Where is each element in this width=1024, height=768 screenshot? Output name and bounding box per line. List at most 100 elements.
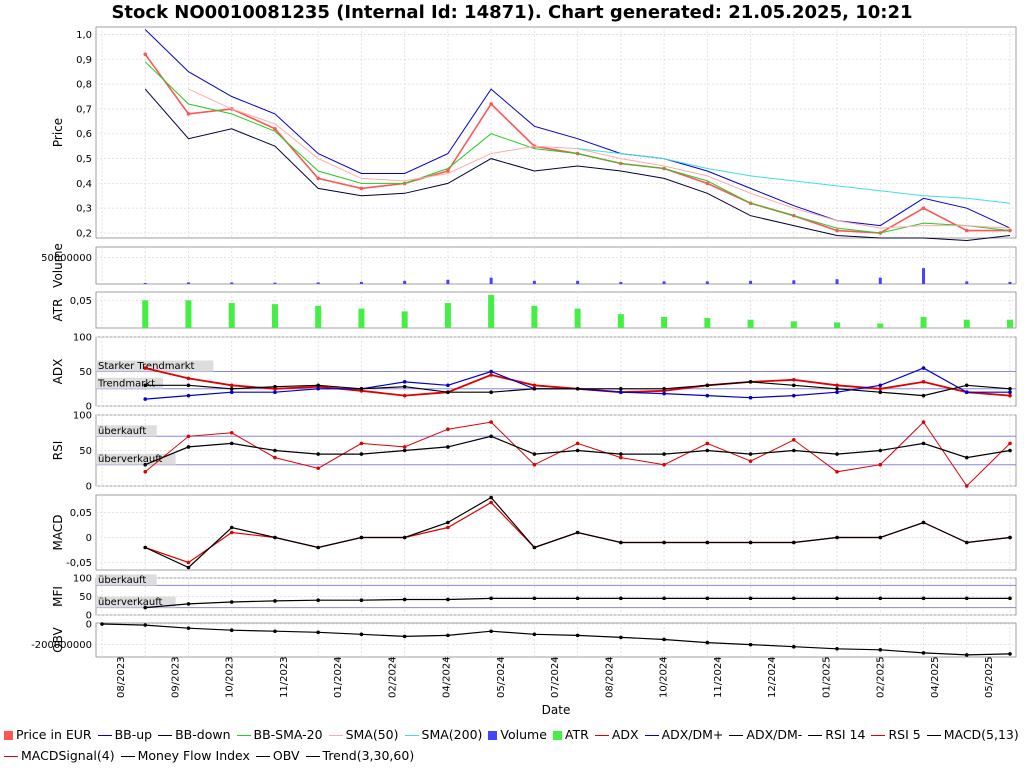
panel-price-label: Price bbox=[51, 118, 65, 147]
rsi14-line-point bbox=[792, 448, 796, 453]
panel-macd-tick-label: 0 bbox=[86, 533, 92, 544]
adx-dm-plus-line-point bbox=[316, 386, 320, 391]
legend-swatch-icon bbox=[236, 735, 251, 736]
panel-rsi-band-box bbox=[96, 453, 176, 465]
rsi5-line-point bbox=[964, 484, 969, 488]
atr-bar bbox=[790, 321, 797, 328]
x-tick-label: 02/2024 bbox=[387, 656, 398, 698]
legend-item: MACD(5,13) bbox=[926, 727, 1019, 742]
legend: Price in EUR BB-up BB-down BB-SMA-20 SMA(50)… bbox=[0, 724, 1024, 768]
series-price-in-eur-point bbox=[273, 126, 277, 131]
rsi5-line-point bbox=[446, 427, 450, 432]
obv-line-point bbox=[446, 633, 450, 638]
panel-price-tick-label: 0,4 bbox=[76, 179, 92, 190]
rsi5-line-point bbox=[532, 462, 537, 467]
legend-label: ATR bbox=[564, 727, 589, 742]
legend-label: MACDSignal(4) bbox=[21, 748, 115, 763]
rsi5-line-point bbox=[575, 441, 580, 446]
adx-dm-minus-line-point bbox=[489, 390, 493, 395]
x-axis-label: Date bbox=[542, 703, 571, 717]
adx-dm-minus-line-point bbox=[532, 386, 537, 391]
panel-volume-frame bbox=[95, 246, 1017, 285]
legend-label: RSI 5 bbox=[888, 727, 921, 742]
panel-adx-tick-label: 0 bbox=[86, 402, 92, 413]
macd-signal-line-point bbox=[446, 525, 450, 530]
legend-label: RSI 14 bbox=[825, 727, 866, 742]
atr-bar bbox=[228, 303, 235, 328]
rsi14-line-point bbox=[446, 445, 450, 449]
x-tick-label: 09/2023 bbox=[170, 656, 181, 698]
atr-bar bbox=[574, 308, 581, 328]
legend-item: Price in EUR bbox=[4, 727, 92, 742]
adx-dm-minus-line-point bbox=[143, 383, 148, 388]
volume-bar bbox=[1008, 281, 1012, 284]
rsi14-line-point bbox=[835, 452, 839, 456]
mfi-line-point bbox=[964, 596, 969, 601]
adx-dm-minus-line-point bbox=[1008, 386, 1012, 391]
series-price-in-eur-point bbox=[964, 228, 969, 233]
volume-bar bbox=[230, 282, 234, 284]
series-sma-200- bbox=[577, 148, 1011, 204]
atr-bar bbox=[661, 316, 668, 328]
x-tick-label: 11/2023 bbox=[279, 656, 290, 698]
macd-signal-line-point bbox=[489, 500, 493, 505]
rsi14-line-point bbox=[186, 445, 191, 449]
obv-line-point bbox=[964, 653, 969, 657]
panel-macd-frame bbox=[95, 494, 1017, 571]
mfi-line-point bbox=[748, 596, 753, 601]
mfi-line-point bbox=[532, 596, 537, 601]
series-sma-50- bbox=[188, 88, 1011, 229]
legend-swatch-icon bbox=[158, 735, 173, 736]
panel-rsi-band-label: überkauft bbox=[98, 426, 146, 437]
mfi-line-point bbox=[316, 598, 320, 602]
macd-line-point bbox=[273, 535, 277, 540]
panel-adx-band-label: Trendmarkt bbox=[97, 378, 155, 389]
rsi5-line-point bbox=[402, 445, 407, 449]
rsi5-line-point bbox=[186, 434, 191, 439]
legend-label: BB-down bbox=[175, 727, 231, 742]
macd-line-point bbox=[619, 540, 623, 545]
rsi14-line-point bbox=[359, 452, 364, 456]
x-tick-label: 05/2025 bbox=[984, 656, 995, 698]
volume-bar bbox=[489, 277, 493, 284]
panel-rsi-tick-label: 100 bbox=[73, 411, 92, 422]
panel-price-tick-label: 0,5 bbox=[76, 154, 92, 165]
series-bb-up bbox=[144, 29, 1011, 229]
volume-bar bbox=[619, 281, 623, 284]
atr-bar bbox=[963, 319, 970, 328]
volume-bar bbox=[359, 281, 363, 284]
panel-rsi-label: RSI bbox=[51, 441, 65, 461]
atr-bar bbox=[271, 304, 278, 328]
series-bb-down bbox=[144, 88, 1011, 242]
volume-bar bbox=[878, 277, 882, 284]
rsi5-line-point bbox=[1008, 441, 1012, 446]
mfi-line-point bbox=[878, 596, 883, 601]
x-tick-label: 07/2024 bbox=[550, 656, 561, 698]
macd-signal-line-point bbox=[186, 560, 191, 565]
volume-bar bbox=[965, 281, 969, 284]
macd-line-point bbox=[359, 535, 364, 540]
volume-bar bbox=[403, 280, 407, 284]
adx-dm-minus-line-point bbox=[921, 393, 926, 398]
adx-dm-minus-line-point bbox=[575, 386, 580, 391]
macd-line-point bbox=[532, 545, 537, 550]
macd-line-point bbox=[964, 540, 969, 545]
legend-swatch-icon bbox=[328, 735, 343, 736]
legend-swatch-icon bbox=[644, 735, 659, 736]
rsi5-line-point bbox=[229, 430, 234, 435]
rsi14-line-point bbox=[964, 455, 969, 460]
rsi5-line-point bbox=[748, 459, 753, 463]
panel-mfi-tick-label: 0 bbox=[86, 611, 92, 622]
panel-mfi-band-box bbox=[96, 596, 176, 608]
adx-line-point bbox=[921, 380, 926, 384]
legend-label: ADX/DM- bbox=[746, 727, 803, 742]
rsi5-line-point bbox=[662, 462, 666, 467]
adx-dm-minus-line-point bbox=[229, 386, 234, 391]
obv-line-point bbox=[792, 644, 796, 649]
panel-rsi-band-label: überverkauft bbox=[98, 454, 163, 465]
panel-price-tick-label: 0,6 bbox=[76, 129, 92, 140]
rsi14-line-point bbox=[402, 448, 407, 453]
legend-row-1: Price in EUR BB-up BB-down BB-SMA-20 SMA(50)… bbox=[4, 727, 1024, 742]
legend-label: MACD(5,13) bbox=[943, 727, 1019, 742]
adx-dm-minus-line-point bbox=[619, 386, 623, 391]
